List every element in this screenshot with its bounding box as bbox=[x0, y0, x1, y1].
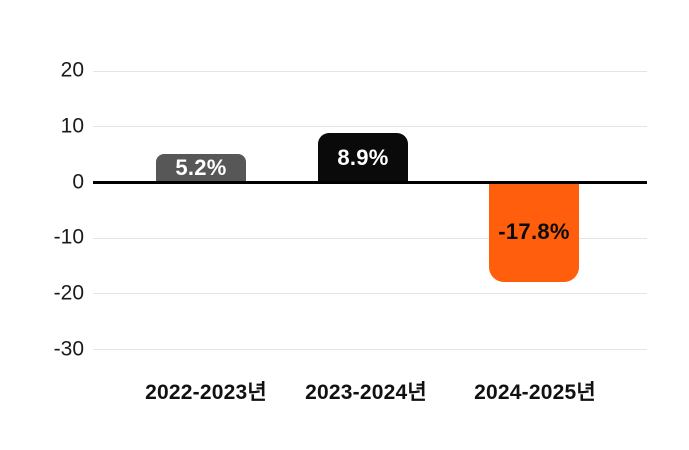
gridline bbox=[93, 293, 647, 295]
y-axis-tick-label: 10 bbox=[60, 114, 84, 138]
bar-value-label: 8.9% bbox=[337, 144, 389, 170]
bar-3 bbox=[489, 182, 579, 282]
bar-2 bbox=[318, 132, 408, 183]
zero-axis-line bbox=[93, 181, 647, 184]
bar-value-label: 5.2% bbox=[175, 155, 227, 181]
y-axis-tick-label: -10 bbox=[53, 225, 84, 249]
y-axis-tick-label: 0 bbox=[72, 170, 84, 194]
x-axis-label: 2024-2025년 bbox=[474, 381, 596, 404]
gridline bbox=[93, 126, 647, 128]
x-axis-label: 2023-2024년 bbox=[305, 381, 427, 404]
gridline bbox=[93, 237, 647, 239]
bar-1 bbox=[156, 153, 246, 183]
gridline bbox=[93, 70, 647, 72]
y-axis-tick-label: 20 bbox=[60, 58, 84, 82]
y-axis-tick-label: -20 bbox=[53, 281, 84, 305]
x-axis-label: 2022-2023년 bbox=[145, 381, 267, 404]
gridline bbox=[93, 349, 647, 351]
bar-value-label: -17.8% bbox=[498, 219, 570, 245]
y-axis-tick-label: -30 bbox=[53, 337, 84, 361]
